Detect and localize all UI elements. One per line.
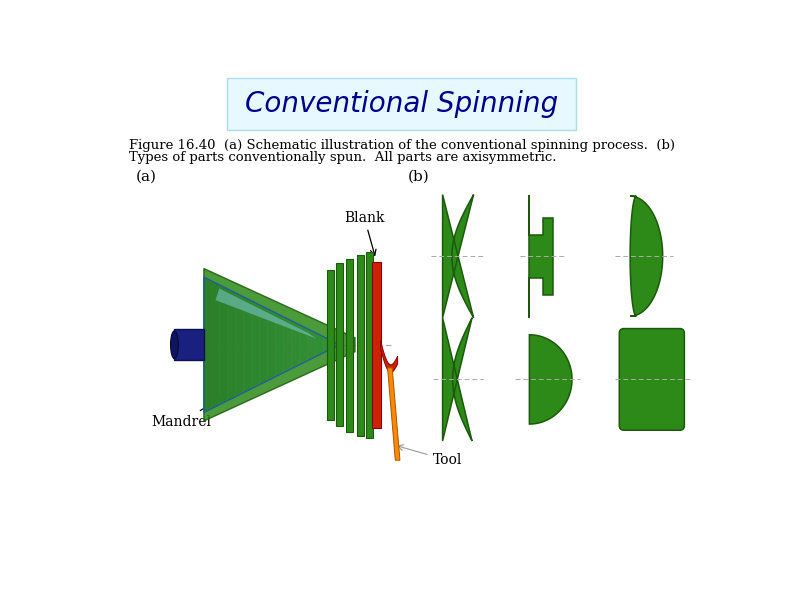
Ellipse shape [171,331,179,359]
Polygon shape [228,289,236,400]
Text: (b): (b) [407,170,430,184]
Polygon shape [244,297,252,393]
Text: Blank: Blank [344,211,384,255]
Polygon shape [442,195,473,318]
FancyBboxPatch shape [227,77,576,130]
Bar [346,258,353,432]
Text: Tool: Tool [398,445,462,467]
Polygon shape [315,333,323,357]
Polygon shape [530,195,553,318]
Bar [366,252,373,438]
Text: Types of parts conventionally spun.  All parts are axisymmetric.: Types of parts conventionally spun. All … [129,151,557,164]
Bar [327,270,334,420]
Polygon shape [323,337,332,353]
Polygon shape [236,293,244,396]
Text: Figure 16.40  (a) Schematic illustration of the conventional spinning process.  : Figure 16.40 (a) Schematic illustration … [129,139,675,152]
Polygon shape [215,289,316,339]
Polygon shape [204,277,212,412]
Polygon shape [307,329,315,361]
Polygon shape [332,341,340,349]
Polygon shape [380,341,398,372]
Bar [372,262,380,428]
Polygon shape [212,281,220,409]
Polygon shape [442,318,472,441]
Polygon shape [291,321,299,369]
Polygon shape [283,317,291,372]
Polygon shape [530,335,572,424]
Text: (a): (a) [136,170,156,184]
Polygon shape [299,325,307,365]
Polygon shape [276,313,283,377]
Polygon shape [387,368,400,461]
Bar [175,330,204,360]
FancyBboxPatch shape [619,328,684,430]
Text: Conventional Spinning: Conventional Spinning [245,90,558,118]
Polygon shape [260,305,268,384]
Polygon shape [630,196,663,317]
Polygon shape [252,301,260,389]
Bar [357,255,364,436]
Text: Mandrel: Mandrel [151,397,224,429]
Polygon shape [268,309,276,381]
Polygon shape [220,285,228,405]
Polygon shape [204,268,355,421]
Bar [337,263,343,427]
